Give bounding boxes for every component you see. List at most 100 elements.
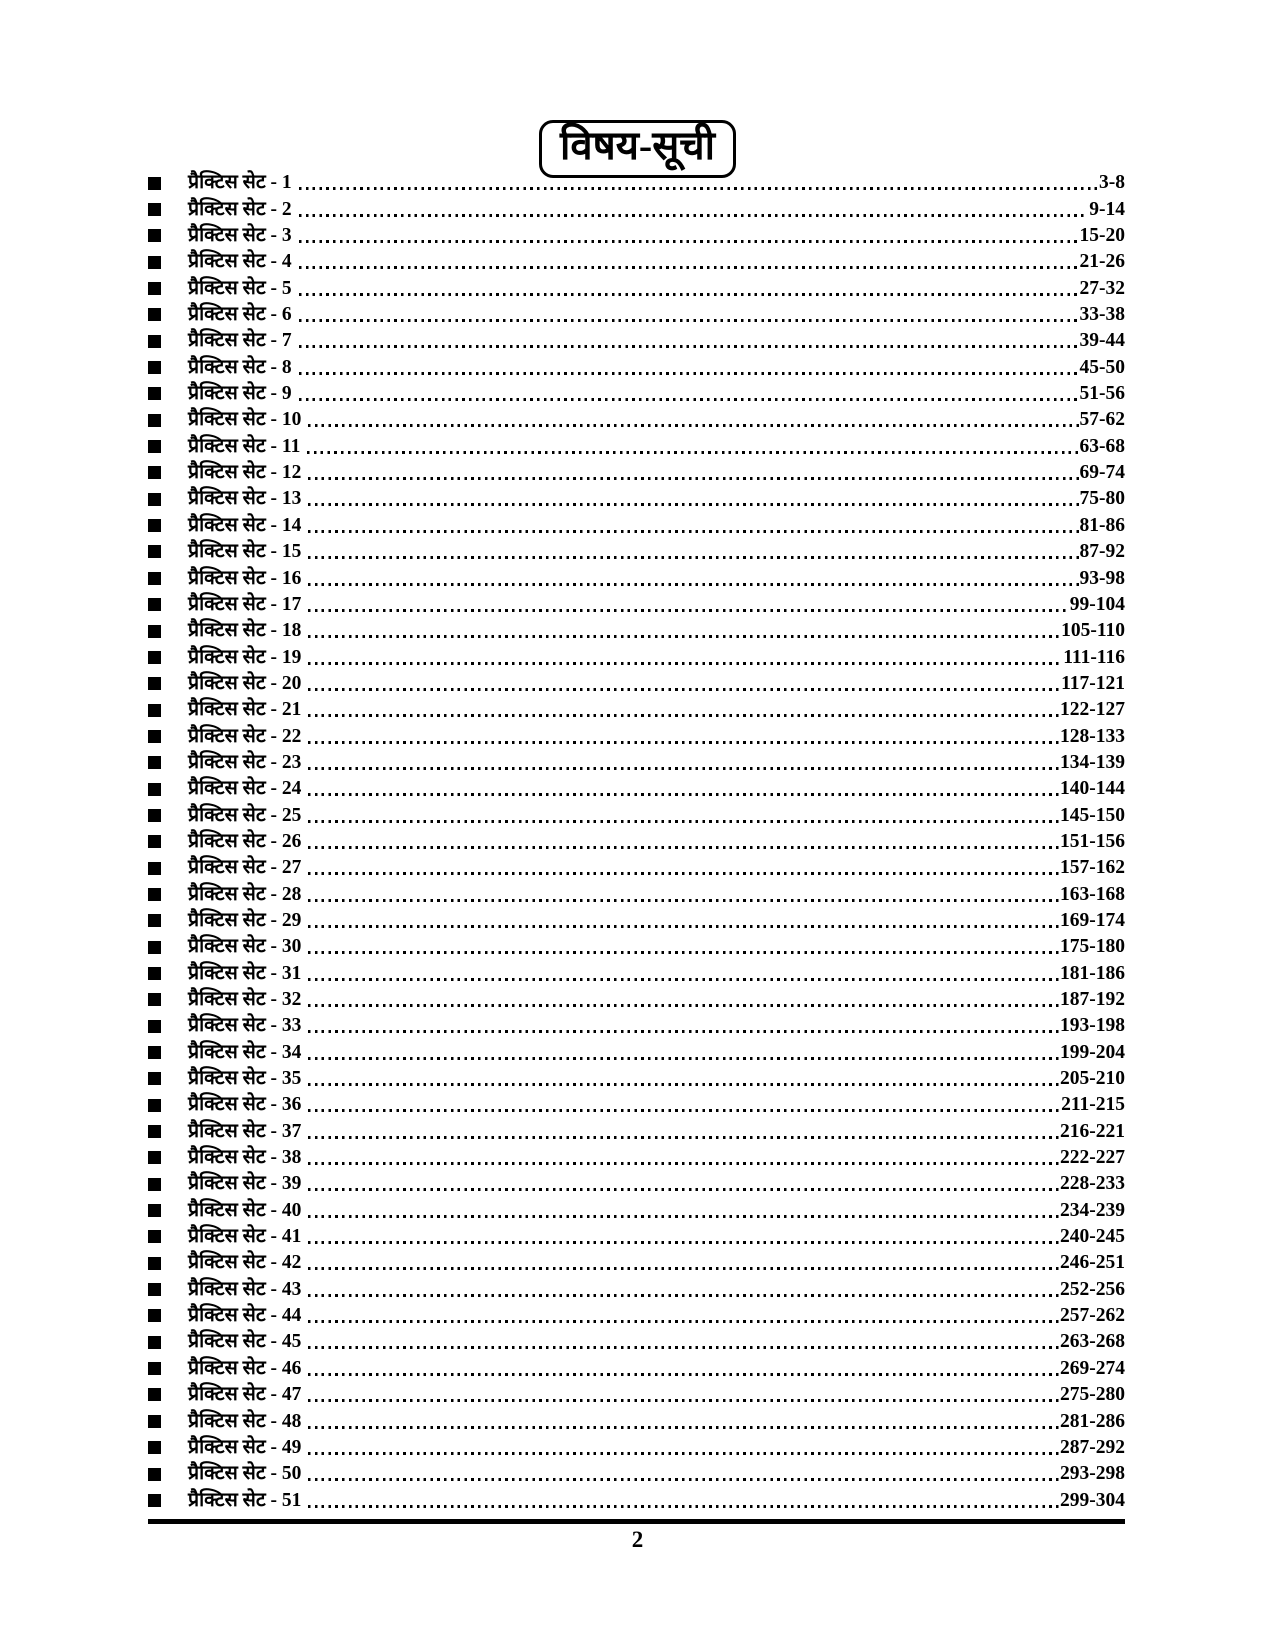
bullet-square-icon — [148, 1151, 161, 1165]
toc-entry-label: प्रैक्टिस सेट - 26 — [188, 830, 302, 852]
toc-entry-pages: 181-186 — [1060, 962, 1125, 984]
toc-entry-pages: 128-133 — [1060, 725, 1125, 747]
toc-entry-pages: 87-92 — [1079, 541, 1126, 563]
toc-row: प्रैक्टिस सेट - 39 228-233 — [148, 1170, 1125, 1196]
toc-row: प्रैक्टिस सेट - 19 111-116 — [148, 643, 1125, 669]
bullet-square-icon — [148, 808, 161, 822]
toc-entry-label: प्रैक्टिस सेट - 6 — [188, 304, 292, 326]
toc-row: प्रैक्टिस सेट - 6 33-38 — [148, 301, 1125, 327]
toc-row: प्रैक्टिस सेट - 17 99-104 — [148, 591, 1125, 617]
toc-entry-pages: 157-162 — [1060, 857, 1125, 879]
toc-row: प्रैक्टिस सेट - 38 222-227 — [148, 1144, 1125, 1170]
dot-leader — [308, 1004, 1059, 1007]
dot-leader — [308, 951, 1059, 955]
toc-row: प्रैक्टिस सेट - 8 45-50 — [148, 353, 1125, 379]
toc-entry-pages: 140-144 — [1060, 778, 1125, 800]
toc-entry-pages: 81-86 — [1079, 514, 1126, 536]
toc-row: प्रैक्टिस सेट - 14 81-86 — [148, 511, 1125, 537]
toc-row: प्रैक्टिस सेट - 27 157-162 — [148, 854, 1125, 880]
dot-leader — [308, 1188, 1059, 1192]
dot-leader — [308, 556, 1079, 560]
dot-leader — [308, 1320, 1059, 1324]
dot-leader — [298, 187, 1098, 191]
bullet-square-icon — [148, 1177, 161, 1191]
toc-row: प्रैक्टिस सेट - 21 122-127 — [148, 696, 1125, 722]
bullet-square-icon — [148, 440, 161, 454]
bullet-square-icon — [148, 1019, 161, 1033]
toc-entry-pages: 27-32 — [1079, 277, 1126, 299]
toc-row: प्रैक्टिस सेट - 3 15-20 — [148, 222, 1125, 248]
bullet-square-icon — [148, 756, 161, 770]
toc-entry-pages: 263-268 — [1060, 1331, 1125, 1353]
toc-row: प्रैक्टिस सेट - 41 240-245 — [148, 1223, 1125, 1249]
dot-leader — [298, 319, 1079, 323]
bullet-square-icon — [148, 729, 161, 743]
toc-entry-label: प्रैक्टिस सेट - 23 — [188, 751, 302, 773]
toc-row: प्रैक्टिस सेट - 28 163-168 — [148, 880, 1125, 906]
dot-leader — [308, 924, 1059, 928]
toc-row: प्रैक्टिस सेट - 49 287-292 — [148, 1434, 1125, 1460]
toc-row: प्रैक्टिस सेट - 30 175-180 — [148, 933, 1125, 959]
toc-entry-pages: 222-227 — [1060, 1147, 1125, 1169]
dot-leader — [298, 292, 1079, 296]
toc-entry-pages: 293-298 — [1060, 1463, 1125, 1485]
dot-leader — [308, 1267, 1059, 1271]
toc-entry-label: प्रैक्टिस सेट - 11 — [188, 435, 301, 457]
toc-entry-label: प्रैक्टिस सेट - 40 — [188, 1199, 302, 1221]
toc-entry-label: प्रैक्टिस सेट - 37 — [188, 1120, 302, 1142]
toc-row: प्रैक्टिस सेट - 32 187-192 — [148, 986, 1125, 1012]
toc-row: प्रैक्टिस सेट - 2 9-14 — [148, 195, 1125, 221]
toc-entry-pages: 69-74 — [1079, 462, 1126, 484]
toc-row: प्रैक्टिस सेट - 1 3-8 — [148, 169, 1125, 195]
toc-row: प्रैक्टिस सेट - 31 181-186 — [148, 959, 1125, 985]
toc-entry-pages: 234-239 — [1060, 1199, 1125, 1221]
toc-row: प्रैक्टिस सेट - 36 211-215 — [148, 1091, 1125, 1117]
toc-entry-pages: 51-56 — [1079, 383, 1126, 405]
dot-leader — [308, 1083, 1059, 1087]
toc-entry-label: प्रैक्टिस सेट - 51 — [188, 1489, 302, 1511]
toc-row: प्रैक्टिस सेट - 29 169-174 — [148, 907, 1125, 933]
bullet-square-icon — [148, 334, 161, 348]
toc-row: प्रैक्टिस सेट - 24 140-144 — [148, 775, 1125, 801]
toc-entry-label: प्रैक्टिस सेट - 22 — [188, 725, 302, 747]
bullet-square-icon — [148, 1441, 161, 1455]
toc-row: प्रैक्टिस सेट - 13 75-80 — [148, 485, 1125, 511]
bullet-square-icon — [148, 1204, 161, 1218]
dot-leader — [308, 1109, 1061, 1113]
dot-leader — [308, 1399, 1059, 1403]
dot-leader — [308, 740, 1059, 744]
toc-entry-pages: 281-286 — [1060, 1410, 1125, 1432]
toc-row: प्रैक्टिस सेट - 40 234-239 — [148, 1196, 1125, 1222]
dot-leader — [308, 582, 1079, 586]
dot-leader — [307, 450, 1079, 454]
page-title: विषय-सूची — [538, 120, 737, 178]
bullet-square-icon — [148, 598, 161, 612]
dot-leader — [308, 1162, 1059, 1166]
toc-entry-pages: 163-168 — [1060, 883, 1125, 905]
bullet-square-icon — [148, 966, 161, 980]
bullet-square-icon — [148, 1072, 161, 1086]
toc-entry-pages: 205-210 — [1060, 1068, 1125, 1090]
toc-entry-pages: 216-221 — [1060, 1120, 1125, 1142]
toc-row: प्रैक्टिस सेट - 48 281-286 — [148, 1407, 1125, 1433]
toc-entry-pages: 39-44 — [1079, 330, 1126, 352]
toc-entry-label: प्रैक्टिस सेट - 36 — [188, 1094, 302, 1116]
toc-entry-pages: 93-98 — [1079, 567, 1126, 589]
bullet-square-icon — [148, 1335, 161, 1349]
toc-row: प्रैक्टिस सेट - 15 87-92 — [148, 538, 1125, 564]
toc-entry-pages: 122-127 — [1060, 699, 1125, 721]
bullet-square-icon — [148, 861, 161, 875]
toc-entry-pages: 228-233 — [1060, 1173, 1125, 1195]
dot-leader — [308, 503, 1079, 507]
bullet-square-icon — [148, 413, 161, 427]
toc-entry-pages: 45-50 — [1079, 356, 1126, 378]
toc-entry-label: प्रैक्टिस सेट - 34 — [188, 1041, 302, 1063]
bullet-square-icon — [148, 835, 161, 849]
bullet-square-icon — [148, 624, 161, 638]
toc-entry-label: प्रैक्टिस सेट - 19 — [188, 646, 302, 668]
toc-entry-pages: 57-62 — [1079, 409, 1126, 431]
toc-entry-pages: 33-38 — [1079, 304, 1126, 326]
bullet-square-icon — [148, 255, 161, 269]
toc-entry-pages: 246-251 — [1060, 1252, 1125, 1274]
dot-leader — [308, 477, 1079, 481]
